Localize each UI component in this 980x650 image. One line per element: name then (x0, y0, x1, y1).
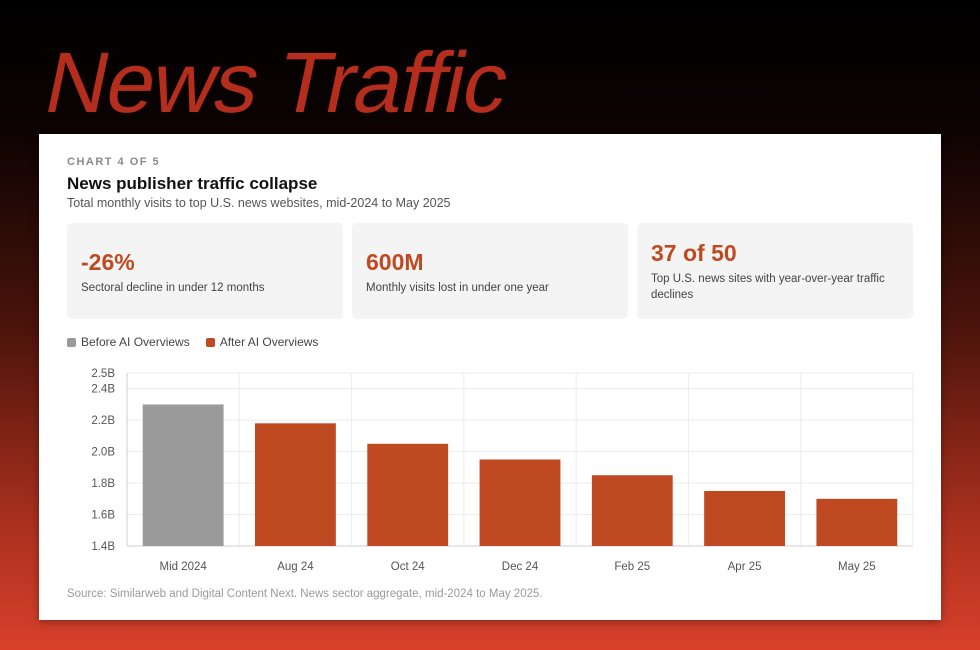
bar-feb-25 (591, 475, 673, 546)
stat-value: 600M (366, 249, 424, 275)
stat-label: Sectoral decline in under 12 months (81, 282, 265, 294)
legend-label-after: After AI Overviews (219, 335, 319, 349)
y-tick-label: 1.8B (91, 478, 115, 490)
legend-item-before: Before AI Overviews (67, 335, 190, 349)
legend-item-after: After AI Overviews (205, 335, 319, 349)
bar-chart: 1.4B 1.6B 1.8B 2.0B 2.2B 2.4B 2.5B Mid 2024 Aug … (91, 368, 914, 573)
stat-value: 37 of 50 (651, 240, 737, 266)
y-tick-label: 1.6B (91, 510, 115, 522)
legend-swatch-after (205, 337, 215, 347)
bar-apr-25 (704, 490, 785, 546)
stat-label: Monthly visits lost in under one year (366, 282, 549, 294)
y-tick-label: 2.4B (91, 384, 115, 396)
x-tick-label: Feb 25 (614, 561, 650, 573)
bar-oct-24 (367, 443, 449, 546)
legend-swatch-before (67, 337, 76, 347)
y-tick-label: 2.0B (91, 447, 115, 459)
bar-dec-24 (479, 459, 561, 546)
legend-label-before: Before AI Overviews (81, 335, 190, 349)
x-tick-label: Apr 25 (728, 561, 762, 573)
y-tick-label: 2.2B (91, 415, 115, 427)
chart-eyebrow: CHART 4 OF 5 (67, 156, 161, 168)
stat-card-sites-declining: 37 of 50 Top U.S. news sites with year-o… (637, 223, 913, 319)
bar-mid-2024 (142, 404, 224, 546)
stat-label: Top U.S. news sites with year-over-year … (651, 273, 885, 301)
x-tick-label: Mid 2024 (159, 561, 207, 573)
hero-title: News Traffic (36, 35, 517, 131)
stat-card-decline: -26% Sectoral decline in under 12 months (67, 223, 343, 319)
y-tick-label: 1.4B (91, 541, 115, 553)
x-tick-label: Aug 24 (277, 561, 314, 573)
chart-legend: Before AI Overviews After AI Overviews (67, 335, 334, 349)
x-tick-label: May 25 (838, 561, 876, 573)
stat-card-visits-lost: 600M Monthly visits lost in under one ye… (352, 223, 628, 319)
x-tick-label: Oct 24 (391, 561, 425, 573)
bar-aug-24 (255, 423, 336, 546)
bar-may-25 (816, 498, 898, 546)
x-tick-label: Dec 24 (502, 561, 539, 573)
stat-value: -26% (81, 249, 135, 275)
chart-subtitle: Total monthly visits to top U.S. news we… (67, 196, 451, 210)
chart-card: CHART 4 OF 5 News publisher traffic coll… (39, 134, 941, 620)
y-tick-label: 2.5B (91, 368, 115, 380)
chart-source: Source: Similarweb and Digital Content N… (67, 588, 543, 600)
chart-title: News publisher traffic collapse (67, 174, 318, 193)
